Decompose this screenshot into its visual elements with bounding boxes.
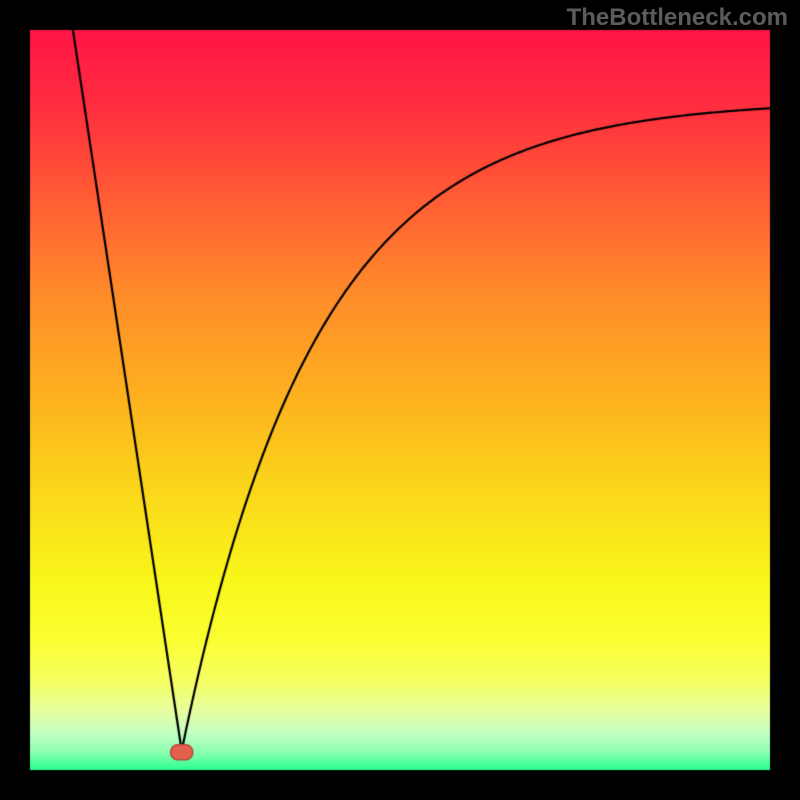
watermark-text: TheBottleneck.com bbox=[567, 4, 788, 32]
chart-stage: TheBottleneck.com bbox=[0, 0, 800, 800]
bottleneck-chart-canvas bbox=[0, 0, 800, 800]
